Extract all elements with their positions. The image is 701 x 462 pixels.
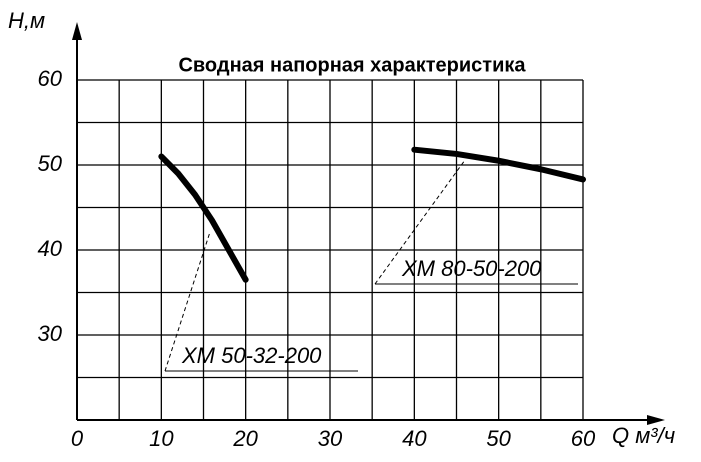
y-tick-label: 50 [38, 151, 63, 176]
y-axis-arrow [72, 22, 82, 40]
x-tick-label: 50 [486, 426, 511, 451]
x-tick-label: 40 [402, 426, 427, 451]
x-tick-label: 0 [71, 426, 84, 451]
y-tick-label: 30 [38, 321, 63, 346]
line-series [411, 146, 586, 183]
x-tick-label: 10 [149, 426, 174, 451]
x-tick-label: 20 [232, 426, 258, 451]
leader-line [374, 159, 466, 285]
y-axis-label: Н,м [8, 8, 45, 33]
x-axis-label: Q м³/ч [612, 423, 675, 448]
series-label: ХМ 50-32-200 [181, 343, 322, 368]
series-label: ХМ 80-50-200 [401, 256, 542, 281]
x-tick-label: 30 [318, 426, 343, 451]
line-series [158, 153, 249, 283]
x-axis-arrow [647, 415, 665, 425]
leader-line [164, 231, 211, 372]
x-tick-label: 60 [571, 426, 596, 451]
y-tick-label: 40 [38, 236, 63, 261]
y-tick-label: 60 [38, 66, 63, 91]
chart-title: Сводная напорная характеристика [178, 54, 526, 76]
